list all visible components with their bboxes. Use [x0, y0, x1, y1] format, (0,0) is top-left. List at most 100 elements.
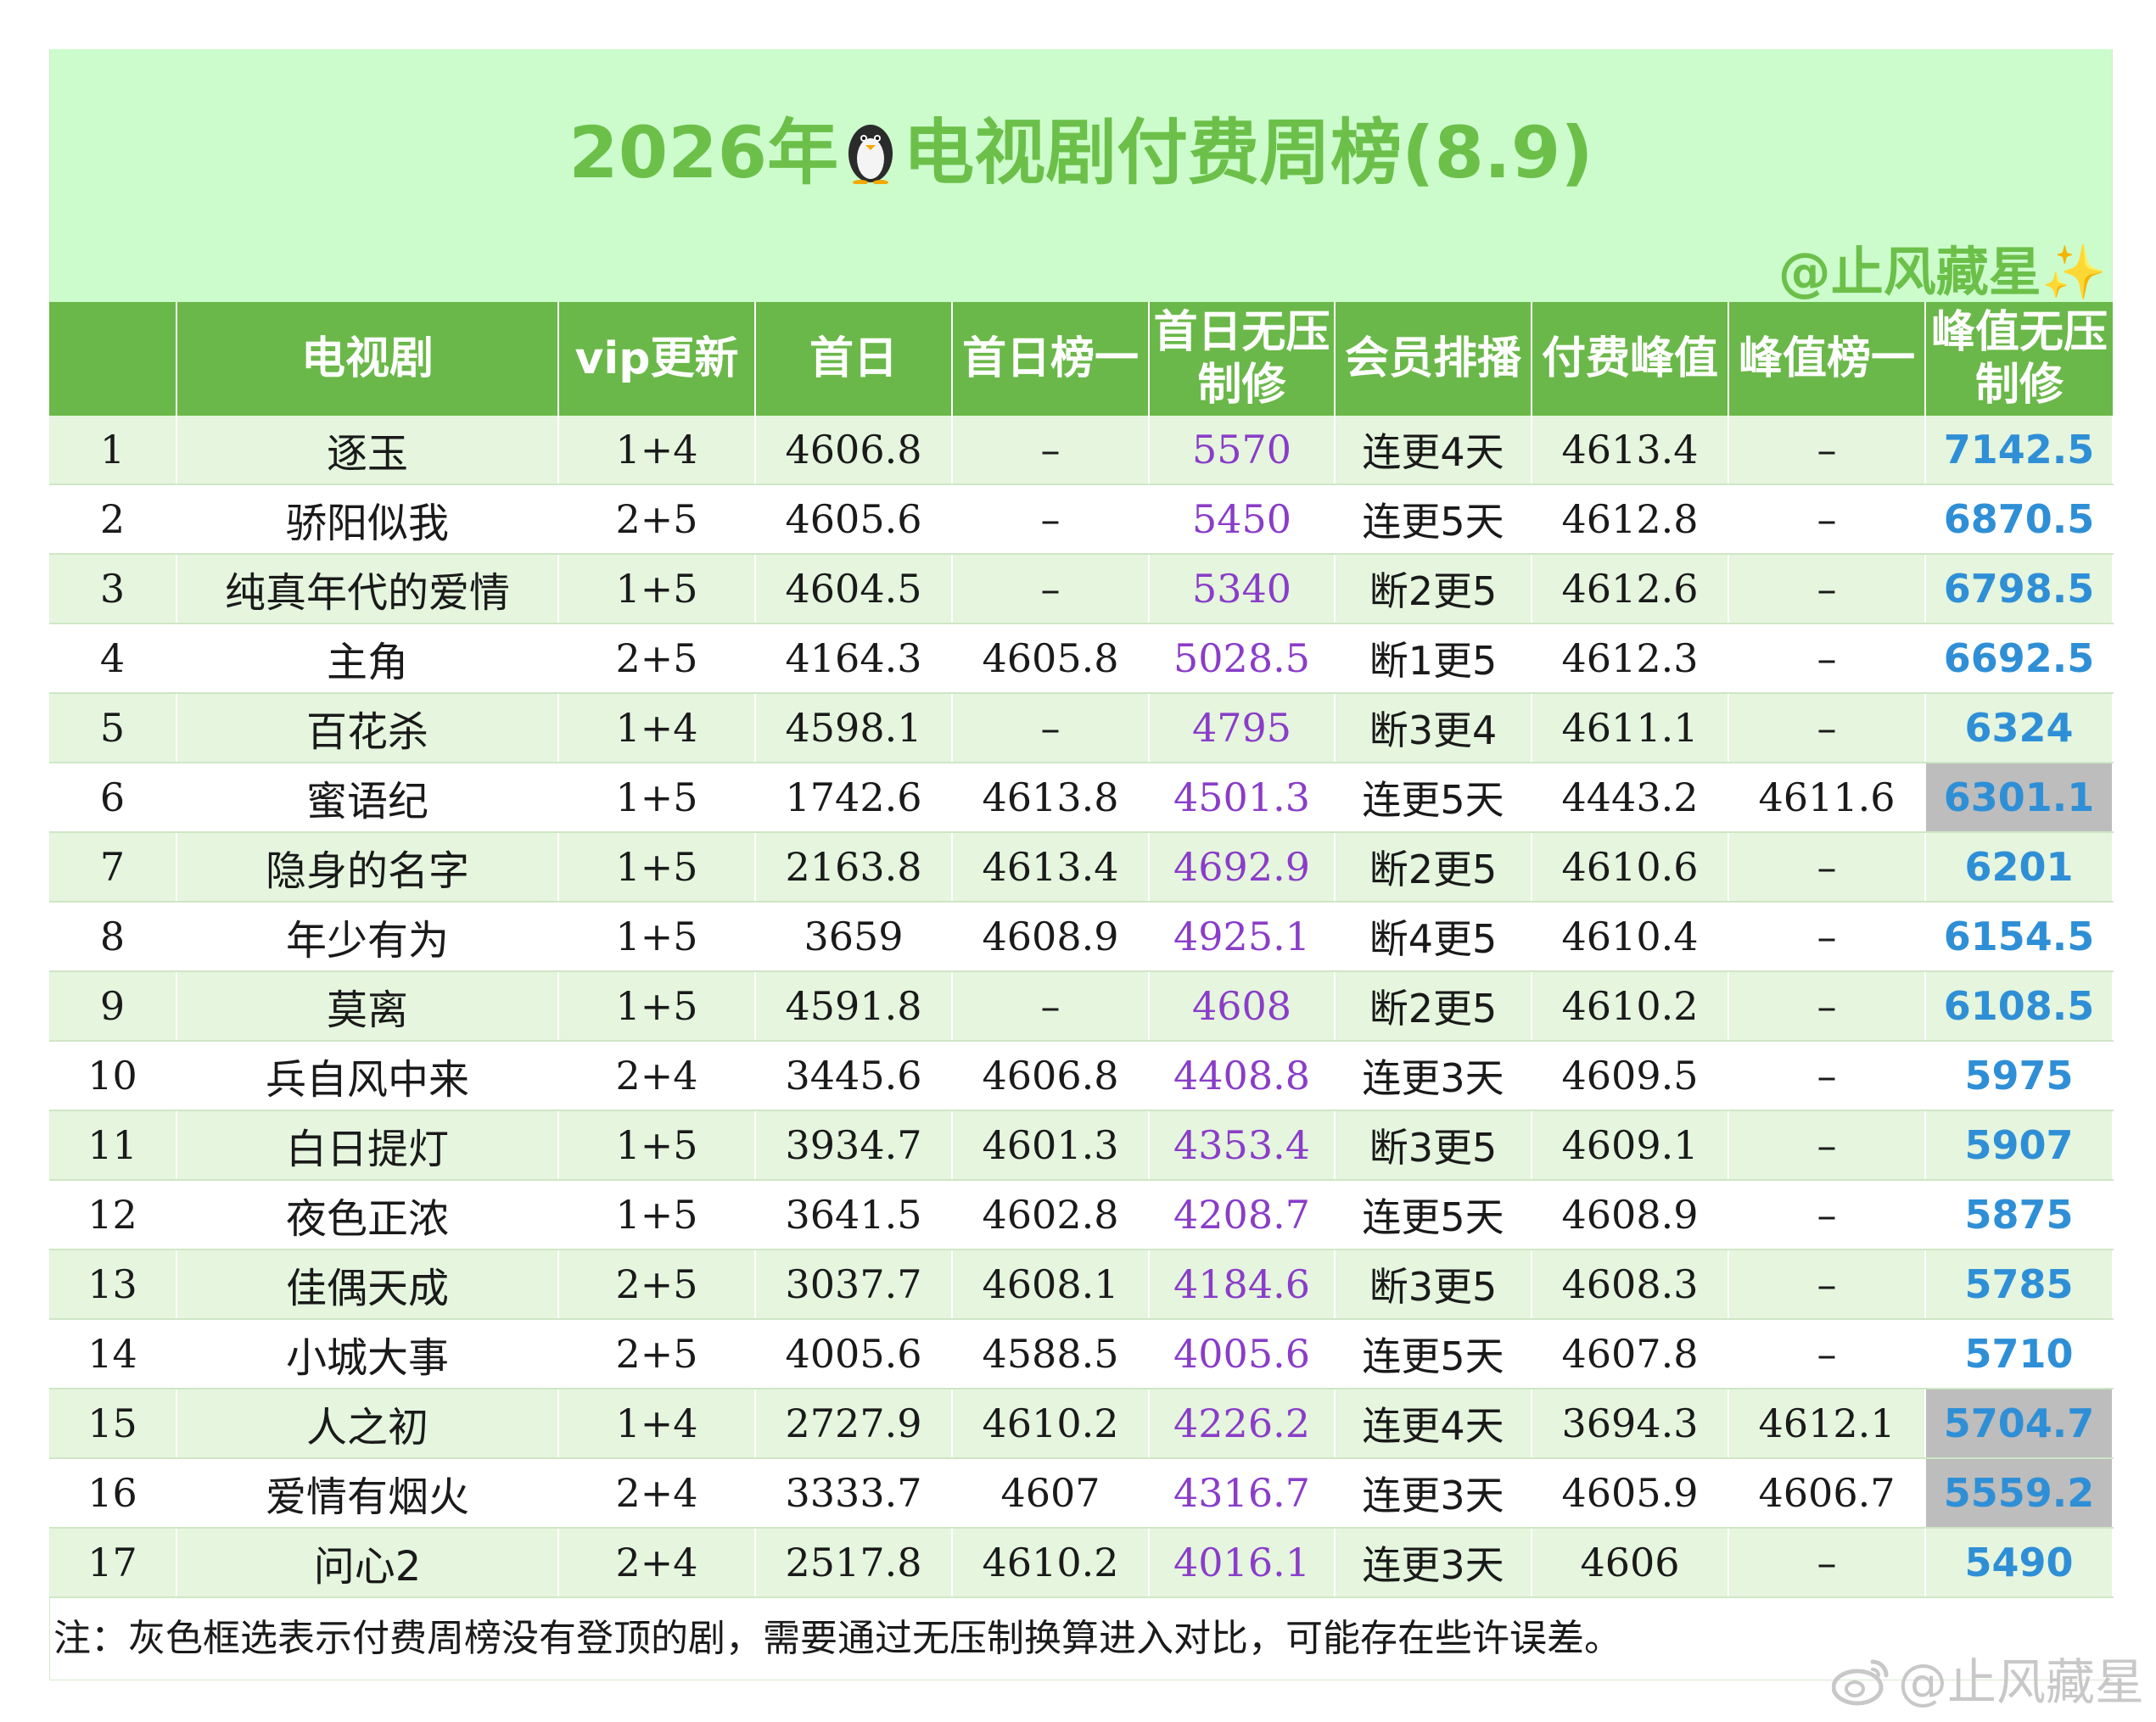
- cell-peak-top: 4606.7: [1728, 1458, 1926, 1529]
- cell-peak-top: –: [1728, 1319, 1926, 1389]
- cell-peak-adj: 6108.5: [1925, 971, 2114, 1042]
- cell-drama: 小城大事: [176, 1319, 559, 1389]
- cell-first-day-adj: 4005.6: [1149, 1319, 1336, 1389]
- cell-rank: 2: [49, 484, 177, 555]
- cell-schedule: 断2更5: [1335, 832, 1532, 903]
- table-row: 2 骄阳似我 2+5 4605.6–5450 连更5天 4612.8–6870.5: [49, 484, 2114, 555]
- cell-drama: 人之初: [176, 1389, 559, 1459]
- cell-first-day-top: 4607: [952, 1458, 1150, 1529]
- cell-peak: 4612.8: [1532, 484, 1729, 555]
- cell-vip: 1+5: [558, 1110, 756, 1181]
- header-schedule: 会员排播: [1335, 302, 1532, 416]
- cell-peak-adj: 6870.5: [1925, 484, 2114, 555]
- credit-handle: @止风藏星: [1778, 241, 2041, 303]
- cell-peak: 4612.6: [1532, 554, 1729, 624]
- table-row: 12 夜色正浓 1+5 3641.5 4602.8 4208.7 连更5天 4608.9–58…: [49, 1180, 2114, 1250]
- cell-drama: 白日提灯: [176, 1110, 559, 1181]
- cell-peak-top: –: [1728, 1110, 1926, 1181]
- cell-first-day-adj: 4226.2: [1149, 1389, 1336, 1459]
- cell-drama: 问心2: [176, 1528, 559, 1598]
- cell-first-day-top: –: [952, 484, 1150, 555]
- cell-peak-adj: 5559.2: [1925, 1458, 2114, 1529]
- cell-peak: 4610.4: [1532, 902, 1729, 972]
- cell-peak: 4609.5: [1532, 1041, 1729, 1111]
- cell-peak-adj: 5704.7: [1925, 1389, 2114, 1459]
- ranking-sheet: 2026年 电视剧付费周榜(8.9) @止风藏星✨ 电视剧 vip更新 首日 首日…: [49, 49, 2114, 1680]
- cell-peak-adj: 5875: [1925, 1180, 2114, 1250]
- cell-first-day-adj: 4353.4: [1149, 1110, 1336, 1181]
- cell-first-day: 4005.6: [755, 1319, 953, 1389]
- cell-peak: 4610.2: [1532, 971, 1729, 1042]
- cell-vip: 2+5: [558, 1250, 756, 1320]
- cell-peak-adj: 6798.5: [1925, 554, 2114, 624]
- cell-vip: 1+5: [558, 1180, 756, 1250]
- cell-drama: 夜色正浓: [176, 1180, 559, 1250]
- cell-peak: 4613.4: [1532, 416, 1729, 485]
- cell-rank: 10: [49, 1041, 177, 1111]
- table-row: 4 主角 2+5 4164.3 4605.8 5028.5 断1更5 4612.3–6692.…: [49, 623, 2114, 694]
- cell-first-day: 2727.9: [755, 1389, 953, 1459]
- cell-vip: 1+5: [558, 763, 756, 833]
- cell-schedule: 连更5天: [1335, 1180, 1532, 1250]
- cell-peak-top: 4611.6: [1728, 763, 1926, 833]
- cell-rank: 12: [49, 1180, 177, 1250]
- cell-drama: 隐身的名字: [176, 832, 559, 903]
- cell-peak: 4609.1: [1532, 1110, 1729, 1181]
- cell-drama: 莫离: [176, 971, 559, 1042]
- cell-peak: 3694.3: [1532, 1389, 1729, 1459]
- cell-first-day: 2163.8: [755, 832, 953, 903]
- title-text: 电视剧付费周榜(8.9): [903, 111, 1593, 194]
- cell-vip: 1+5: [558, 902, 756, 972]
- cell-first-day: 3037.7: [755, 1250, 953, 1320]
- cell-schedule: 连更3天: [1335, 1041, 1532, 1111]
- cell-peak: 4608.9: [1532, 1180, 1729, 1250]
- cell-drama: 蜜语纪: [176, 763, 559, 833]
- cell-first-day-top: 4588.5: [952, 1319, 1150, 1389]
- cell-peak-top: –: [1728, 1528, 1926, 1598]
- header-first-day: 首日: [755, 302, 953, 416]
- cell-vip: 2+5: [558, 484, 756, 555]
- table-row: 14 小城大事 2+5 4005.6 4588.5 4005.6 连更5天 4607.8–57…: [49, 1319, 2114, 1389]
- cell-vip: 2+5: [558, 1319, 756, 1389]
- cell-first-day-adj: 4925.1: [1149, 902, 1336, 972]
- header-first-day-adj: 首日无压制修: [1149, 302, 1336, 416]
- cell-peak-adj: 5785: [1925, 1250, 2114, 1320]
- cell-rank: 14: [49, 1319, 177, 1389]
- cell-first-day-top: 4602.8: [952, 1180, 1150, 1250]
- cell-first-day: 3333.7: [755, 1458, 953, 1529]
- cell-rank: 4: [49, 623, 177, 694]
- cell-first-day-top: 4613.4: [952, 832, 1150, 903]
- table-row: 16 爱情有烟火 2+4 3333.7 4607 4316.7 连更3天 4605.9 4606…: [49, 1458, 2114, 1529]
- cell-first-day: 1742.6: [755, 763, 953, 833]
- cell-schedule: 连更3天: [1335, 1458, 1532, 1529]
- header-rank: [49, 302, 177, 416]
- cell-first-day: 4164.3: [755, 623, 953, 694]
- cell-drama: 主角: [176, 623, 559, 694]
- cell-peak-top: –: [1728, 484, 1926, 555]
- table-row: 6 蜜语纪 1+5 1742.6 4613.8 4501.3 连更5天 4443.2 4611.…: [49, 763, 2114, 833]
- header-vip: vip更新: [558, 302, 756, 416]
- cell-first-day-adj: 4316.7: [1149, 1458, 1336, 1529]
- cell-rank: 5: [49, 693, 177, 763]
- cell-peak: 4443.2: [1532, 763, 1729, 833]
- watermark-text: @止风藏星: [1897, 1653, 2144, 1711]
- cell-schedule: 断2更5: [1335, 554, 1532, 624]
- ranking-table: 电视剧 vip更新 首日 首日榜一 首日无压制修 会员排播 付费峰值 峰值榜一 …: [49, 302, 2114, 1598]
- title-band: 2026年 电视剧付费周榜(8.9) @止风藏星✨: [49, 49, 2113, 303]
- table-row: 13 佳偶天成 2+5 3037.7 4608.1 4184.6 断3更5 4608.3–57…: [49, 1250, 2114, 1320]
- cell-first-day-adj: 4408.8: [1149, 1041, 1336, 1111]
- cell-peak-adj: 6324: [1925, 693, 2114, 763]
- cell-schedule: 断3更4: [1335, 693, 1532, 763]
- table-row: 8 年少有为 1+5 3659 4608.9 4925.1 断4更5 4610.4–6154.…: [49, 902, 2114, 972]
- cell-peak-top: –: [1728, 902, 1926, 972]
- cell-peak-top: –: [1728, 693, 1926, 763]
- cell-first-day-top: 4610.2: [952, 1528, 1150, 1598]
- cell-first-day-top: 4605.8: [952, 623, 1150, 694]
- cell-first-day-adj: 4208.7: [1149, 1180, 1336, 1250]
- cell-first-day-adj: 4501.3: [1149, 763, 1336, 833]
- cell-drama: 骄阳似我: [176, 484, 559, 555]
- cell-peak: 4606: [1532, 1528, 1729, 1598]
- cell-rank: 16: [49, 1458, 177, 1529]
- cell-first-day-top: 4601.3: [952, 1110, 1150, 1181]
- cell-peak-adj: 5975: [1925, 1041, 2114, 1111]
